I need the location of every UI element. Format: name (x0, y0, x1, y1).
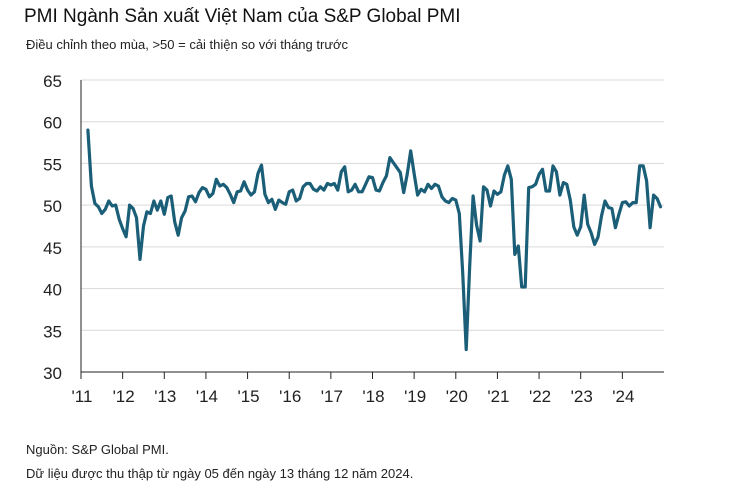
x-tick-label: '12 (113, 387, 135, 406)
y-tick-label: 40 (43, 281, 62, 300)
x-tick-label: '23 (571, 387, 593, 406)
x-tick-label: '18 (362, 387, 384, 406)
x-tick-label: '15 (237, 387, 259, 406)
y-tick-label: 55 (43, 155, 62, 174)
x-tick-label: '17 (321, 387, 343, 406)
y-tick-label: 65 (43, 72, 62, 91)
x-tick-label: '22 (529, 387, 551, 406)
x-tick-label: '21 (487, 387, 509, 406)
y-tick-label: 45 (43, 239, 62, 258)
x-tick-label: '14 (196, 387, 218, 406)
x-tick-label: '24 (612, 387, 634, 406)
x-tick-label: '19 (404, 387, 426, 406)
series-line-0 (86, 128, 663, 352)
series-group (86, 128, 663, 352)
collection-note: Dữ liệu được thu thập từ ngày 05 đến ngà… (26, 466, 414, 481)
y-tick-label: 30 (43, 364, 62, 383)
y-tick-label: 35 (43, 322, 62, 341)
source-note: Nguồn: S&P Global PMI. (26, 442, 169, 457)
chart-title: PMI Ngành Sản xuất Việt Nam của S&P Glob… (24, 6, 461, 27)
y-tick-label: 60 (43, 114, 62, 133)
x-tick-label: '11 (72, 387, 93, 406)
chart-subtitle: Điều chỉnh theo mùa, >50 = cải thiện so … (26, 37, 349, 52)
x-tick-label: '13 (154, 387, 176, 406)
axes (80, 80, 664, 379)
y-tick-label: 50 (43, 197, 62, 216)
x-tick-label: '16 (279, 387, 301, 406)
tick-labels: 30 35 40 45 50 55 60 65 '11 '12 '13 '14 '15 '16 '17 '18… (43, 72, 634, 406)
x-tick-label: '20 (446, 387, 468, 406)
grid-lines (81, 79, 664, 331)
